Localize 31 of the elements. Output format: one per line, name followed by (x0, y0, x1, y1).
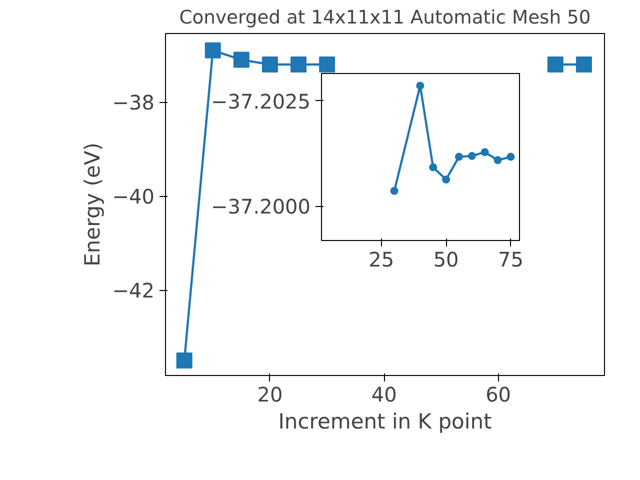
point (494, 156, 502, 164)
point (176, 352, 192, 368)
chart-title: Converged at 14x11x11 Automatic Mesh 50 (179, 8, 591, 28)
point (290, 56, 307, 73)
x-tick-label: 40 (371, 382, 397, 406)
x-tick-label: 25 (368, 248, 394, 272)
y-tick-label: −37.2000 (211, 194, 311, 219)
point (416, 82, 424, 90)
point (506, 152, 515, 161)
y-tick-label: −38 (112, 90, 155, 115)
point (468, 152, 476, 160)
point (454, 152, 463, 161)
point (576, 56, 592, 73)
point (262, 56, 278, 73)
x-axis-title: Increment in K point (278, 410, 492, 434)
y-tick-label: −37.2025 (211, 89, 311, 114)
x-tick-label: 75 (498, 248, 524, 272)
x-tick-label: 20 (257, 382, 283, 406)
point (319, 56, 336, 73)
point (204, 42, 221, 58)
point (233, 52, 250, 68)
point (390, 186, 398, 195)
y-tick-label: −40 (112, 184, 155, 209)
point (547, 56, 564, 73)
x-tick-label: 60 (486, 382, 512, 406)
point (442, 176, 450, 184)
point (480, 148, 489, 156)
point (429, 163, 438, 172)
x-tick-label: 50 (433, 248, 459, 272)
y-tick-label: −42 (112, 278, 155, 302)
y-axis-title: Energy (eV) (80, 142, 104, 266)
